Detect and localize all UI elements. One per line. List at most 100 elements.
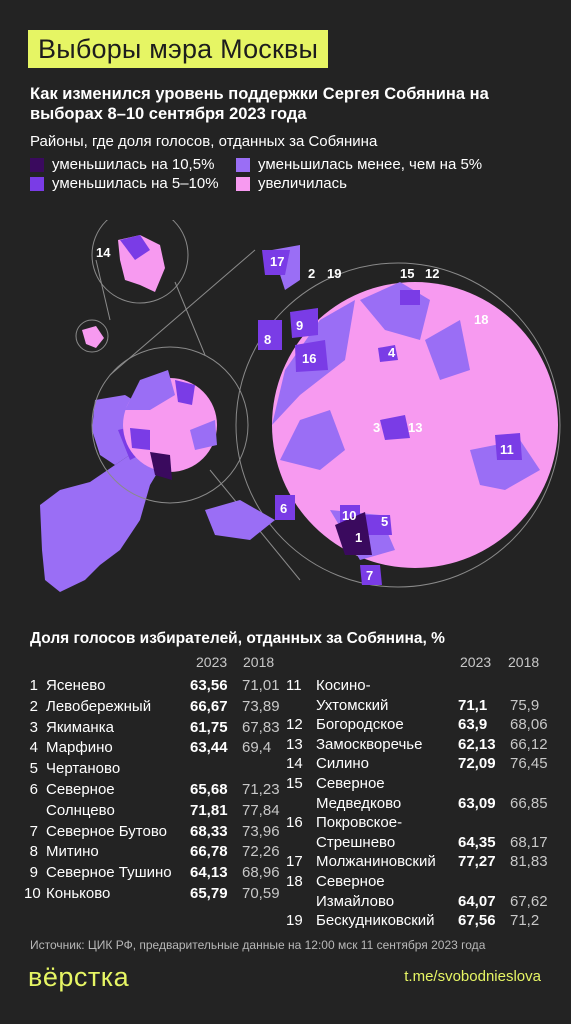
value-2023: 63,56 xyxy=(190,677,228,694)
legend-title: Районы, где доля голосов, отданных за Со… xyxy=(30,133,378,150)
district-name: Замоскворечье xyxy=(316,735,423,753)
row-number: 13 xyxy=(286,735,303,753)
source-note: Источник: ЦИК РФ, предварительные данные… xyxy=(30,938,486,952)
row-number: 3 xyxy=(29,718,38,736)
value-2023: 67,56 xyxy=(458,912,496,930)
table-row: 5 Чертаново xyxy=(24,759,294,779)
big-moscow xyxy=(205,245,558,585)
value-2023: 61,75 xyxy=(190,718,228,736)
row-number: 19 xyxy=(286,912,303,930)
value-2018: 66,12 xyxy=(510,735,548,753)
map-label-11: 11 xyxy=(500,442,514,457)
row-number: 4 xyxy=(29,739,38,757)
table-row: 12 Богородское 63,9 68,06 xyxy=(286,715,556,735)
district-name: Ухтомский xyxy=(316,696,389,714)
value-2018: 76,45 xyxy=(510,755,548,773)
value-2023: 66,67 xyxy=(190,697,228,715)
district-name: Покровское- xyxy=(316,814,403,832)
value-2023: 63,9 xyxy=(458,716,488,734)
table-row: 3 Якиманка 61,75 67,83 xyxy=(24,718,294,738)
district-name: Бескудниковский xyxy=(316,912,435,930)
right-col-2023: 2023 xyxy=(460,654,492,670)
map-label-3: 3 xyxy=(373,420,380,435)
table-row: 18 Северное xyxy=(286,872,556,892)
right-col-2018: 2018 xyxy=(508,654,540,670)
value-2023: 77,27 xyxy=(458,853,496,871)
map-label-19: 19 xyxy=(327,266,341,281)
table-row: 2 Левобережный 66,67 73,89 xyxy=(24,697,294,717)
table-row: 6 Северное 65,68 71,23 xyxy=(24,780,294,800)
value-2018: 67,62 xyxy=(510,892,548,910)
logo: вёрстка xyxy=(28,962,130,992)
value-2018: 70,59 xyxy=(242,885,280,902)
district-name: Силино xyxy=(316,755,369,773)
value-2023: 64,07 xyxy=(458,892,496,910)
legend-swatch xyxy=(30,157,44,172)
value-2018: 68,17 xyxy=(510,833,548,851)
row-number: 2 xyxy=(29,697,38,715)
value-2023: 72,09 xyxy=(458,755,496,773)
map-label-6: 6 xyxy=(280,501,287,516)
map-label-13: 13 xyxy=(408,420,422,435)
district-name: Левобережный xyxy=(46,697,152,715)
table-row: 11 Косино- xyxy=(286,676,556,696)
map-label-9: 9 xyxy=(296,318,303,333)
value-2023: 68,33 xyxy=(190,822,228,840)
row-number: 15 xyxy=(286,775,303,792)
row-number: 17 xyxy=(286,853,303,871)
channel-link[interactable]: t.me/svobodnieslova xyxy=(404,968,541,985)
legend-label: уменьшилась на 5–10% xyxy=(52,175,219,192)
district-name: Марфино xyxy=(46,739,113,757)
value-2018: 69,4 xyxy=(242,739,272,757)
map-label-5: 5 xyxy=(381,514,388,529)
district-name: Косино- xyxy=(316,677,371,694)
district-name: Коньково xyxy=(46,885,111,902)
subtitle: Как изменился уровень поддержки Сергея С… xyxy=(30,85,489,123)
row-number: 7 xyxy=(29,822,38,840)
legend-swatch xyxy=(236,157,250,172)
district-name: Митино xyxy=(46,843,99,861)
table-row: 14 Силино 72,09 76,45 xyxy=(286,754,556,774)
district-name: Медведково xyxy=(316,794,402,812)
row-number: 9 xyxy=(29,864,38,882)
district-name: Северное Бутово xyxy=(46,822,167,840)
table-row: 1 Ясенево 63,56 71,01 xyxy=(24,676,294,696)
row-number: 11 xyxy=(286,677,302,694)
map-label-8: 8 xyxy=(264,332,271,347)
map-label-4: 4 xyxy=(388,345,396,360)
page-title: Выборы мэра Москвы xyxy=(28,30,329,68)
value-2018: 75,9 xyxy=(510,696,540,714)
district-map: 14 xyxy=(0,206,571,620)
row-number: 18 xyxy=(286,873,303,890)
district-name: Северное xyxy=(316,775,385,792)
district-name: Северное Тушино xyxy=(46,864,172,882)
value-2018: 73,89 xyxy=(242,697,280,715)
big-zoom-outline xyxy=(235,262,561,588)
district-name: Богородское xyxy=(316,716,404,734)
map-label-2: 2 xyxy=(308,266,315,281)
value-2023: 64,13 xyxy=(190,864,228,882)
value-2018: 72,26 xyxy=(242,843,280,861)
legend-item-decrease-10-5: уменьшилась на 10,5% xyxy=(30,156,214,173)
table-row: 19 Бескудниковский 67,56 71,2 xyxy=(286,911,556,931)
district-name: Северное xyxy=(316,873,385,890)
district-name: Северное xyxy=(46,781,115,798)
value-2023: 65,79 xyxy=(190,885,228,902)
value-2023: 71,1 xyxy=(458,696,488,714)
small-moscow xyxy=(123,370,217,480)
table-row: 10 Коньково 65,79 70,59 xyxy=(24,884,294,904)
row-number: 10 xyxy=(24,885,41,902)
table-row: 7 Северное Бутово 68,33 73,96 xyxy=(24,822,294,842)
value-2018: 77,84 xyxy=(242,801,280,819)
value-2023: 63,44 xyxy=(190,739,228,757)
table-row: Стрешнево 64,35 68,17 xyxy=(286,833,556,853)
row-number: 5 xyxy=(29,760,38,778)
legend-swatch xyxy=(236,176,250,191)
value-2018: 68,06 xyxy=(510,716,548,734)
map-label-16: 16 xyxy=(302,351,316,366)
table-row: Ухтомский 71,1 75,9 xyxy=(286,696,556,716)
small-zoom-area xyxy=(82,326,104,348)
table-row: Измайлово 64,07 67,62 xyxy=(286,892,556,912)
map-label-18: 18 xyxy=(474,312,488,327)
row-number: 12 xyxy=(286,716,303,734)
